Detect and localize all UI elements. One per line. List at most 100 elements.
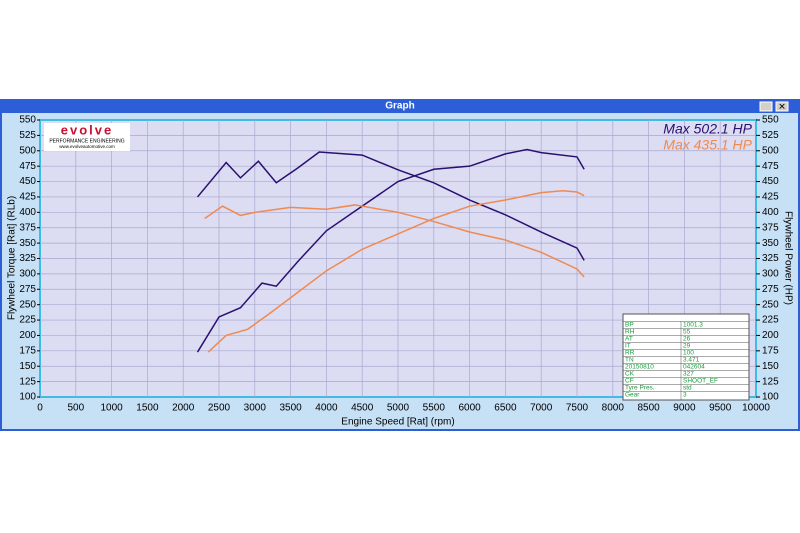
logo-url: www.evolveautomotive.com [59,144,115,149]
y2-tick-label: 150 [762,361,779,372]
series-line [196,148,585,353]
x-tick-label: 9000 [673,403,696,414]
x-tick-label: 4000 [315,403,338,414]
table-cell: std [683,385,692,392]
table-cell: 29 [683,343,691,350]
x-tick-label: 5000 [387,403,410,414]
x-tick-label: 1500 [136,403,159,414]
y-tick-label: 125 [19,376,36,387]
x-tick-label: 10000 [742,403,770,414]
y2-tick-label: 225 [762,315,779,326]
table-cell: Gear [625,392,640,399]
y2-tick-label: 550 [762,115,779,126]
y-tick-label: 150 [19,361,36,372]
y-tick-label: 375 [19,222,36,233]
y-tick-label: 475 [19,161,36,172]
x-tick-label: 2500 [208,403,231,414]
marks [196,148,585,353]
table-cell: RH [625,329,635,336]
window-title: Graph [385,101,414,112]
table-cell: SHOOT_EF [683,378,718,385]
y-tick-label: 500 [19,145,36,156]
annotation: Max 435.1 HP [663,137,752,153]
y-tick-label: 550 [19,115,36,126]
y2-tick-label: 250 [762,299,779,310]
y-tick-label: 300 [19,269,36,280]
y2-tick-label: 400 [762,207,779,218]
table-cell: CF [625,378,634,385]
y2-tick-label: 350 [762,238,779,249]
x-tick-label: 6500 [494,403,517,414]
y2-tick-label: 450 [762,176,779,187]
y-tick-label: 275 [19,284,36,295]
table-cell: 327 [683,371,694,378]
restore-button[interactable] [759,101,773,112]
x-tick-label: 3500 [279,403,302,414]
x-axis-label: Engine Speed [Rat] (rpm) [341,417,454,428]
y2-tick-label: 100 [762,392,779,403]
x-tick-label: 5500 [423,403,446,414]
y2-tick-label: 475 [762,161,779,172]
y-tick-label: 200 [19,330,36,341]
close-button[interactable] [775,101,789,112]
table-cell: 26 [683,336,691,343]
y2-tick-label: 500 [762,145,779,156]
table-cell: 100 [683,350,694,357]
table-cell: 55 [683,329,691,336]
x-tick-label: 7000 [530,403,553,414]
y-axis-label: Flywheel Torque [Rat] (RLb) [7,196,18,320]
y2-tick-label: 300 [762,269,779,280]
table-cell: BP [625,322,634,329]
x-tick-label: 4500 [351,403,374,414]
x-tick-label: 1000 [100,403,123,414]
table-cell: RR [625,350,635,357]
logo-subtitle: PERFORMANCE ENGINEERING [49,138,124,144]
y-tick-label: 425 [19,192,36,203]
y2-tick-label: 525 [762,130,779,141]
y2-axis-label: Flywheel Power (HP) [782,211,793,305]
y2-tick-label: 200 [762,330,779,341]
y2-tick-label: 175 [762,345,779,356]
logo-box [44,123,130,151]
y-tick-label: 450 [19,176,36,187]
x-tick-label: 8500 [637,403,660,414]
y2-tick-label: 375 [762,222,779,233]
y2-tick-label: 125 [762,376,779,387]
y2-tick-label: 325 [762,253,779,264]
logo-name: evolve [61,122,113,137]
y-tick-label: 325 [19,253,36,264]
table-cell: Tyre Pres. [625,385,655,392]
x-tick-label: 6000 [458,403,481,414]
y-tick-label: 250 [19,299,36,310]
table-cell: IT [625,343,631,350]
y-tick-label: 350 [19,238,36,249]
series-line [196,151,585,261]
table-cell: CK [625,371,635,378]
y-tick-label: 400 [19,207,36,218]
x-tick-label: 7500 [566,403,589,414]
x-tick-label: 2000 [172,403,195,414]
y-tick-label: 225 [19,315,36,326]
table-cell: AT [625,336,633,343]
table-cell: 3 [683,392,687,399]
y-tick-label: 100 [19,392,36,403]
y2-tick-label: 425 [762,192,779,203]
close-icon: ✕ [778,101,786,111]
x-tick-label: 500 [67,403,84,414]
table-cell: 3.471 [683,357,700,364]
x-tick-label: 3000 [244,403,267,414]
x-tick-label: 0 [37,403,43,414]
table-cell: 1001.3 [683,322,703,329]
table-cell: 042604 [683,364,705,371]
y-tick-label: 175 [19,345,36,356]
table-cell: 20150810 [625,364,654,371]
x-tick-label: 8000 [602,403,625,414]
y2-tick-label: 275 [762,284,779,295]
annotation: Max 502.1 HP [663,121,752,137]
series-line [204,204,585,278]
table-cell: TN [625,357,634,364]
series-line [207,190,585,353]
y-tick-label: 525 [19,130,36,141]
